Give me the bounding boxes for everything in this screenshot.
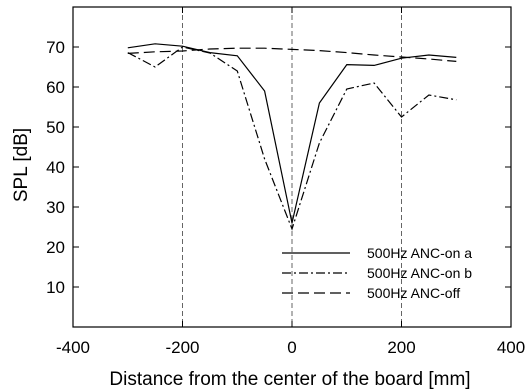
legend-label-1: 500Hz ANC-on a <box>367 245 472 261</box>
legend: 500Hz ANC-on a 500Hz ANC-on b 500Hz ANC-of… <box>282 245 472 301</box>
y-tick-label: 30 <box>46 198 65 217</box>
y-tick-label: 60 <box>46 78 65 97</box>
legend-label-2: 500Hz ANC-on b <box>367 265 472 281</box>
series-line-2 <box>127 46 457 231</box>
y-tick-label: 50 <box>46 118 65 137</box>
legend-label-3: 500Hz ANC-off <box>367 285 460 301</box>
x-tick-label: 400 <box>497 338 525 357</box>
x-tick-label: -400 <box>56 338 90 357</box>
y-tick-label: 70 <box>46 38 65 57</box>
axis-ticks <box>72 7 512 327</box>
x-tick-label: 0 <box>287 338 296 357</box>
x-tick-label: -200 <box>165 338 199 357</box>
vertical-guide-lines <box>182 7 402 327</box>
x-axis-label: Distance from the center of the board [m… <box>109 369 470 390</box>
y-tick-label: 10 <box>46 278 65 297</box>
y-axis-label: SPL [dB] <box>11 128 32 202</box>
y-tick-label: 20 <box>46 238 65 257</box>
series-lines <box>127 43 457 231</box>
series-line-3 <box>127 47 457 62</box>
axis-tick-labels: -400 -200 0 200 400 10 20 30 40 50 60 70 <box>46 38 525 357</box>
y-tick-label: 40 <box>46 158 65 177</box>
x-tick-label: 200 <box>387 338 415 357</box>
series-line-1 <box>127 43 457 224</box>
